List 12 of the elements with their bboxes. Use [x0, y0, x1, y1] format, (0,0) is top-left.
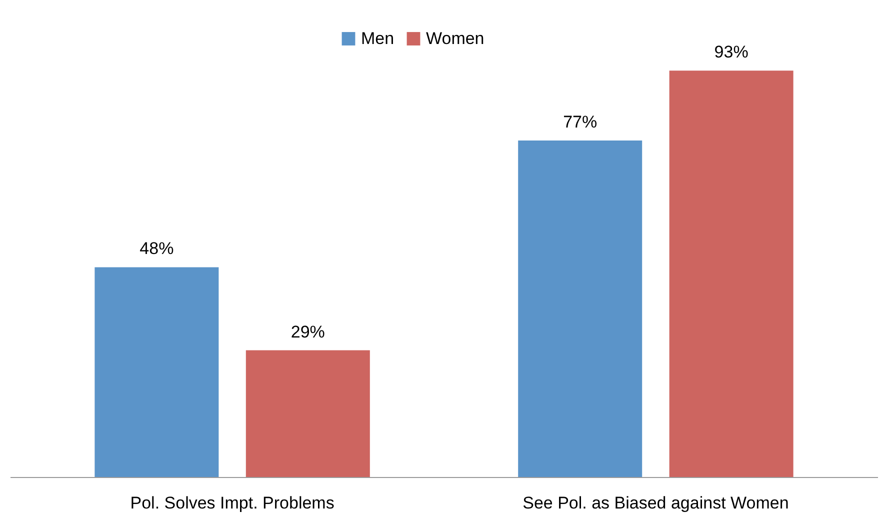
data-label: 48% [140, 239, 174, 258]
data-label: 29% [290, 322, 325, 342]
data-label: 93% [714, 42, 748, 62]
legend-label: Men [361, 28, 394, 48]
bar [518, 140, 642, 477]
bar [94, 267, 219, 477]
x-tick-label: Pol. Solves Impt. Problems [130, 494, 334, 512]
legend-label: Women [426, 28, 484, 48]
data-label: 77% [563, 112, 598, 132]
bar [246, 350, 370, 477]
bar [669, 70, 794, 477]
x-tick-label: See Pol. as Biased against Women [522, 494, 789, 512]
